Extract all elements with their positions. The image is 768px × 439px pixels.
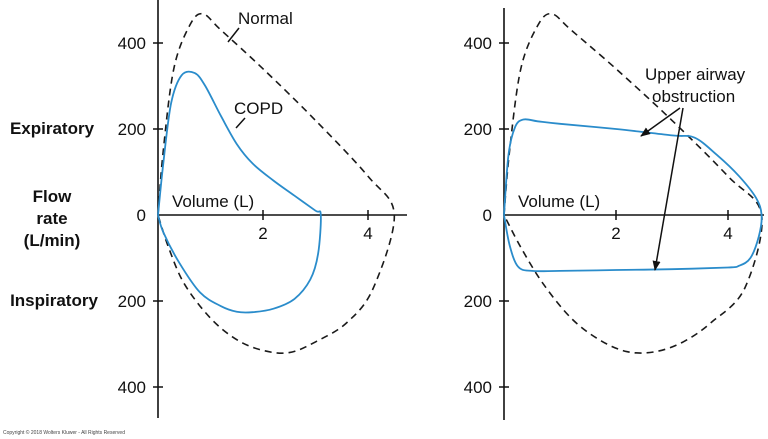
x-tick-label: 2 (611, 224, 620, 243)
annotation-obstruction-line-2: obstruction (652, 87, 735, 106)
y-tick-label: 0 (483, 206, 492, 225)
y-tick-label: 200 (464, 120, 492, 139)
annotation-arrow-bottom (652, 107, 684, 271)
annotation-obstruction-line-1: Upper airway (645, 65, 746, 84)
x-axis-label: Volume (L) (518, 192, 600, 211)
chart-left: 400 200 0 200 400 2 4 Volume (L) (118, 0, 407, 418)
y-tick-label: 200 (118, 120, 146, 139)
x-tick-label: 4 (363, 224, 372, 243)
annotation-copd: COPD (234, 99, 283, 118)
chart-right: 400 200 0 200 400 2 4 Volume (L) (464, 8, 764, 420)
y-tick-label: 200 (118, 292, 146, 311)
y-tick-label: 400 (464, 378, 492, 397)
flow-line-1: Flow (32, 187, 72, 206)
annotation-normal: Normal (238, 9, 293, 28)
annotation-copd-leader (235, 117, 246, 129)
series-normal-line (157, 12, 396, 354)
y-tick-label: 200 (464, 292, 492, 311)
series-upper-airway-obstruction-line (503, 118, 763, 273)
side-label-flow-rate: Flow rate (L/min) (2, 186, 102, 252)
annotations: Normal COPD Upper airway obstruction (227, 9, 746, 271)
side-label-inspiratory: Inspiratory (10, 291, 98, 310)
flow-line-3: (L/min) (23, 231, 81, 250)
y-tick-label: 400 (464, 34, 492, 53)
y-tick-label: 400 (118, 378, 146, 397)
annotation-normal-leader (227, 27, 240, 43)
series-copd-line (157, 70, 322, 314)
x-axis-label: Volume (L) (172, 192, 254, 211)
flow-line-2: rate (36, 209, 68, 228)
x-tick-label: 2 (258, 224, 267, 243)
x-tick-label: 4 (723, 224, 732, 243)
side-label-expiratory: Expiratory (9, 119, 95, 138)
copyright-note: Copyright © 2018 Wolters Kluwer - All Ri… (3, 430, 125, 436)
annotation-arrow-top (640, 107, 681, 137)
y-tick-label: 0 (137, 206, 146, 225)
y-tick-label: 400 (118, 34, 146, 53)
series-normal-line (503, 12, 763, 354)
